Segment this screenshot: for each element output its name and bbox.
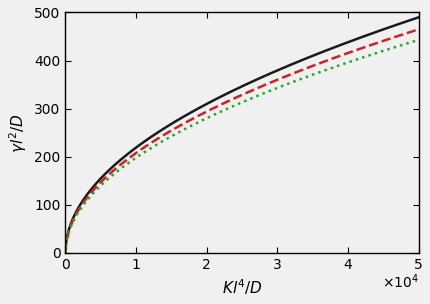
Y-axis label: $\gamma l^2/D$: $\gamma l^2/D$ — [7, 113, 29, 153]
X-axis label: $Kl^4/D$: $Kl^4/D$ — [221, 277, 262, 297]
Text: $\times10^4$: $\times10^4$ — [382, 272, 419, 291]
